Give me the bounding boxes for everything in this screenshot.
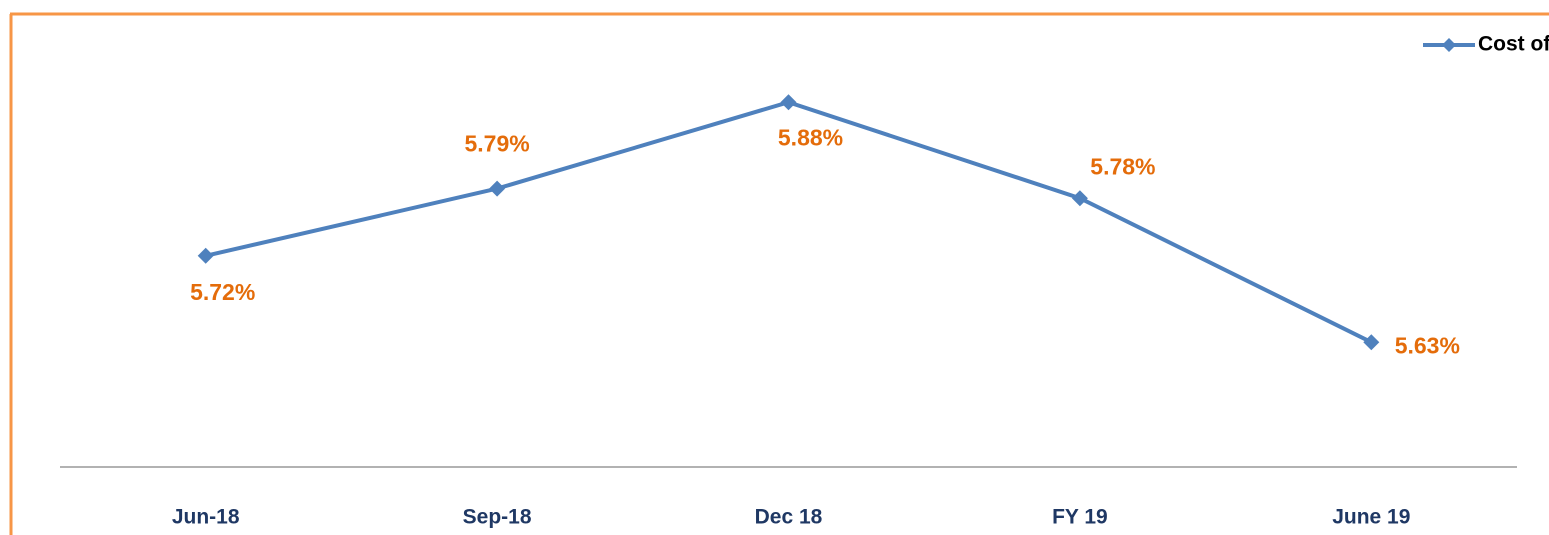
data-label: 5.78% (1090, 153, 1155, 179)
data-label: 5.79% (464, 131, 529, 157)
x-tick-label: Sep-18 (463, 506, 532, 529)
marker (1071, 190, 1088, 207)
x-tick-label: Jun-18 (172, 506, 240, 529)
data-label: 5.88% (778, 124, 843, 150)
x-tick-label: Dec 18 (755, 506, 823, 529)
data-label: 5.72% (190, 279, 255, 305)
legend-marker (1442, 38, 1456, 52)
data-label: 5.63% (1395, 332, 1460, 358)
marker (197, 247, 214, 264)
legend-label: Cost of Funds (1478, 33, 1549, 56)
marker (489, 180, 506, 197)
marker (1363, 334, 1380, 351)
x-tick-label: June 19 (1332, 506, 1410, 529)
marker (780, 94, 797, 111)
x-tick-label: FY 19 (1052, 506, 1108, 529)
